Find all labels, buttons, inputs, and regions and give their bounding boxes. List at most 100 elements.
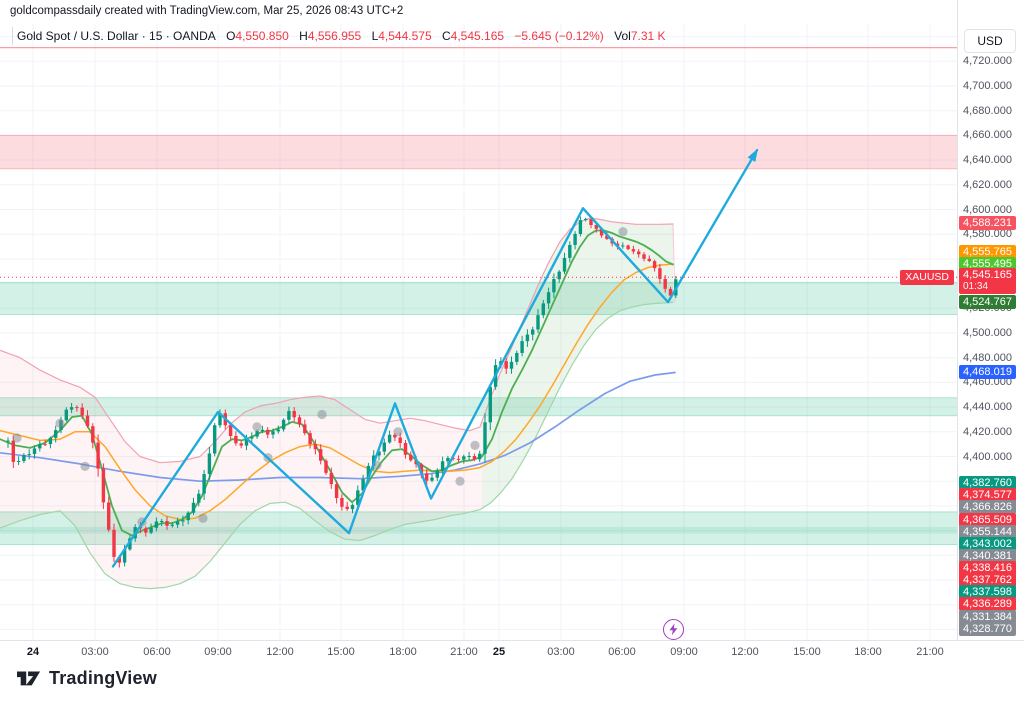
pivot-dot	[317, 409, 327, 420]
candle	[652, 261, 657, 269]
trend-zigzag[interactable]	[111, 148, 759, 568]
candle	[393, 434, 397, 438]
candle	[255, 431, 259, 437]
price-axis-label: 4,500.000	[963, 327, 1012, 339]
candle	[197, 493, 201, 503]
candle	[64, 409, 68, 421]
candle	[160, 521, 164, 522]
candle	[403, 443, 408, 455]
candle	[6, 440, 10, 442]
close-value: 4,545.165	[450, 29, 505, 43]
candle	[467, 456, 471, 457]
candle	[647, 258, 651, 262]
indicator-price-tag: 4,355.144	[959, 524, 1016, 539]
candle	[621, 245, 625, 247]
indicator-price-tag: 4,555.765	[959, 245, 1016, 259]
grid-lines	[0, 24, 957, 640]
candle	[377, 451, 381, 456]
time-axis-label: 03:00	[547, 646, 575, 658]
candle	[366, 465, 371, 480]
candle	[234, 436, 238, 444]
candle	[11, 440, 15, 462]
candle	[387, 434, 392, 443]
candle	[165, 521, 169, 526]
candle	[32, 448, 37, 454]
indicator-price-tag: 4,331.384	[959, 609, 1016, 624]
candle	[122, 549, 127, 563]
candle	[154, 521, 159, 528]
high-value: 4,556.955	[307, 29, 362, 43]
pivot-dot	[80, 461, 90, 471]
price-axis[interactable]: USD 4,720.000 4,700.000 4,680.000 4,660.000…	[957, 0, 1024, 662]
price-axis-label: 4,620.000	[963, 178, 1012, 191]
candle	[22, 455, 26, 461]
lightning-event-icon[interactable]	[663, 619, 684, 640]
candle	[213, 425, 217, 454]
low-value: 4,544.575	[378, 29, 432, 43]
time-axis[interactable]: 24 03:00 06:00 09:00 12:00 15:00 18:00 21:00 25 0…	[0, 640, 1024, 665]
indicator-price-tag: 4,328.770	[959, 621, 1016, 636]
price-chart[interactable]	[0, 0, 957, 640]
candle	[324, 460, 328, 473]
candle	[43, 444, 47, 446]
time-axis-label: 09:00	[204, 646, 232, 658]
candle	[271, 431, 275, 435]
candle	[483, 422, 487, 454]
time-axis-day-label: 24	[26, 646, 40, 658]
candle	[207, 453, 212, 474]
price-axis-label: 4,680.000	[963, 104, 1012, 117]
candle	[334, 484, 339, 498]
candle	[27, 454, 31, 455]
candle	[446, 457, 450, 462]
candle	[462, 456, 466, 460]
candle	[361, 479, 365, 491]
symbol-title[interactable]: Gold Spot / U.S. Dollar · 15 · OANDA	[17, 29, 216, 43]
time-axis-label: 12:00	[266, 646, 294, 658]
time-axis-label: 15:00	[793, 646, 821, 658]
pivot-dot	[455, 476, 465, 486]
candle	[525, 334, 530, 342]
currency-toggle-button[interactable]: USD	[964, 29, 1016, 53]
indicator-price-tag: 4,343.002	[959, 536, 1016, 551]
candle	[536, 315, 540, 330]
price-axis-label: 4,700.000	[963, 80, 1012, 92]
candle	[456, 458, 461, 460]
time-axis-label: 21:00	[916, 646, 944, 658]
candle	[128, 538, 132, 550]
zone-support-3	[0, 511, 957, 545]
price-axis-label: 4,720.000	[963, 55, 1012, 68]
indicator-price-tag: 4,366.826	[959, 500, 1016, 514]
change-value: −5.645 (−0.12%)	[514, 29, 604, 43]
price-axis-label: 4,440.000	[963, 401, 1012, 414]
indicator-price-tag: 4,337.598	[959, 585, 1016, 599]
time-axis-label: 03:00	[81, 646, 109, 658]
candle	[557, 271, 561, 280]
candle	[287, 411, 291, 420]
price-axis-label: 4,420.000	[963, 425, 1012, 438]
candle	[144, 528, 148, 533]
candles	[6, 215, 678, 568]
line-ma_slow	[0, 371, 676, 483]
candle	[568, 245, 572, 258]
candle	[69, 407, 74, 410]
candle	[96, 442, 100, 469]
indicator-price-tag: 4,340.381	[959, 549, 1016, 563]
candle	[509, 361, 514, 369]
candle	[541, 303, 545, 316]
candle	[260, 429, 265, 432]
candle	[356, 490, 360, 505]
candle	[531, 329, 535, 335]
line-bb_lower	[0, 301, 674, 590]
candle	[54, 430, 58, 438]
supply-demand-zones[interactable]	[0, 134, 957, 545]
candle	[578, 220, 583, 234]
chart-legend[interactable]: Gold Spot / U.S. Dollar · 15 · OANDA O4,…	[12, 27, 666, 45]
pivot-dot	[252, 422, 262, 432]
candle	[594, 225, 598, 229]
zone-support-1	[0, 282, 957, 315]
price-axis-label: 4,580.000	[963, 228, 1012, 241]
tradingview-footer[interactable]: TradingView	[16, 666, 157, 690]
pivot-dot	[55, 418, 65, 428]
low-label: L	[371, 29, 379, 43]
time-axis-label: 21:00	[450, 646, 478, 658]
